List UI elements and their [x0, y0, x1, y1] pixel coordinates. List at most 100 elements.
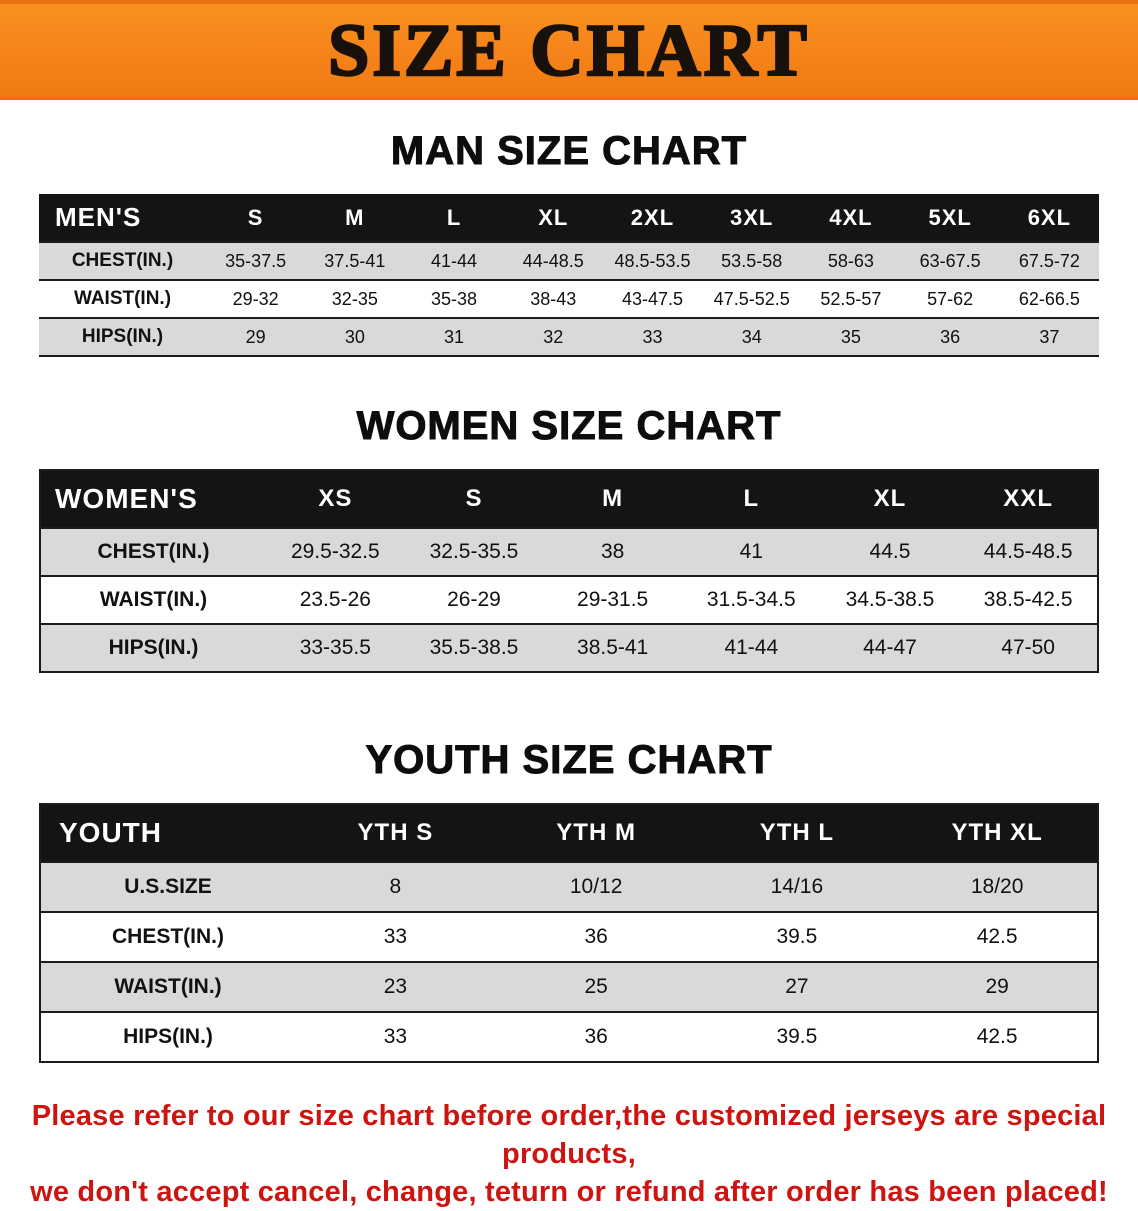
size-column-header: M	[305, 194, 405, 242]
size-value: 44-48.5	[503, 241, 603, 280]
size-value: 8	[295, 861, 496, 912]
size-value: 38.5-42.5	[959, 575, 1098, 624]
table-row: WAIST(IN.) 29-32 32-35 35-38 38-43 43-47.5 47.…	[39, 279, 1099, 318]
size-value: 29	[206, 317, 306, 356]
size-value: 33	[295, 1011, 496, 1062]
size-value: 35-38	[404, 279, 504, 318]
size-value: 35-37.5	[206, 241, 306, 280]
size-column-header: YTH L	[696, 804, 898, 862]
row-label: HIPS(IN.)	[39, 317, 206, 356]
size-chart-title: SIZE CHART	[327, 9, 810, 92]
size-value: 10/12	[495, 861, 697, 912]
disclaimer: Please refer to our size chart before or…	[0, 1097, 1138, 1211]
size-value: 37	[999, 317, 1099, 356]
row-label: CHEST(IN.)	[40, 527, 266, 576]
youth-size-chart-heading: YOUTH SIZE CHART	[365, 738, 773, 783]
size-value: 38	[543, 527, 682, 576]
size-value: 29-31.5	[543, 575, 682, 624]
size-value: 44.5	[820, 527, 960, 576]
size-value: 31	[404, 317, 504, 356]
size-value: 57-62	[900, 279, 1000, 318]
youth-size-table: YOUTH YTH S YTH M YTH L YTH XL U.S.SIZE 8 10/12…	[39, 803, 1099, 1063]
size-value: 35.5-38.5	[404, 623, 544, 672]
size-value: 39.5	[696, 911, 898, 962]
women-size-chart-section: WOMEN SIZE CHART WOMEN'S XS S M L XL XXL CHEST(…	[0, 403, 1138, 673]
table-row: U.S.SIZE 8 10/12 14/16 18/20	[40, 861, 1098, 912]
row-label: WAIST(IN.)	[40, 575, 266, 624]
size-value: 38.5-41	[543, 623, 682, 672]
size-value: 36	[495, 911, 697, 962]
size-value: 43-47.5	[602, 279, 703, 318]
row-label: HIPS(IN.)	[40, 623, 266, 672]
size-column-header: S	[206, 194, 306, 242]
table-corner-label: MEN'S	[39, 194, 206, 242]
size-value: 27	[696, 961, 898, 1012]
size-column-header: YTH M	[495, 804, 697, 862]
disclaimer-line-2: we don't accept cancel, change, teturn o…	[30, 1176, 1108, 1208]
women-size-table: WOMEN'S XS S M L XL XXL CHEST(IN.) 29.5-32.5 32.5…	[39, 469, 1099, 673]
table-row: HIPS(IN.) 33 36 39.5 42.5	[40, 1011, 1098, 1062]
size-value: 29-32	[206, 279, 306, 318]
size-value: 32	[503, 317, 603, 356]
size-column-header: XL	[503, 194, 603, 242]
size-value: 23	[295, 961, 496, 1012]
size-value: 37.5-41	[305, 241, 405, 280]
size-value: 31.5-34.5	[681, 575, 821, 624]
size-value: 26-29	[404, 575, 544, 624]
table-row: WAIST(IN.) 23 25 27 29	[40, 961, 1098, 1012]
size-value: 42.5	[897, 911, 1098, 962]
size-column-header: 3XL	[702, 194, 802, 242]
table-row: WAIST(IN.) 23.5-26 26-29 29-31.5 31.5-34.5 34…	[40, 575, 1098, 624]
size-value: 34	[702, 317, 802, 356]
youth-size-chart-section: YOUTH SIZE CHART YOUTH YTH S YTH M YTH L YTH…	[0, 737, 1138, 1063]
table-corner-label: YOUTH	[40, 804, 295, 862]
size-column-header: XS	[266, 470, 405, 528]
table-row: HIPS(IN.) 33-35.5 35.5-38.5 38.5-41 41-44 44-…	[40, 623, 1098, 672]
size-value: 30	[305, 317, 405, 356]
size-value: 58-63	[801, 241, 901, 280]
size-value: 67.5-72	[999, 241, 1099, 280]
size-value: 38-43	[503, 279, 603, 318]
size-value: 29	[897, 961, 1098, 1012]
size-value: 36	[900, 317, 1000, 356]
size-column-header: M	[543, 470, 682, 528]
size-value: 41-44	[404, 241, 504, 280]
size-chart-banner: SIZE CHART	[0, 0, 1138, 100]
size-value: 36	[495, 1011, 697, 1062]
size-value: 41	[681, 527, 821, 576]
table-header-row: YOUTH YTH S YTH M YTH L YTH XL	[40, 804, 1098, 862]
size-value: 34.5-38.5	[820, 575, 960, 624]
size-column-header: XL	[820, 470, 960, 528]
size-column-header: 6XL	[999, 194, 1099, 242]
size-value: 32-35	[305, 279, 405, 318]
size-value: 48.5-53.5	[602, 241, 703, 280]
size-value: 63-67.5	[900, 241, 1000, 280]
table-header-row: MEN'S S M L XL 2XL 3XL 4XL 5XL 6XL	[39, 194, 1099, 242]
size-value: 39.5	[696, 1011, 898, 1062]
size-value: 53.5-58	[702, 241, 802, 280]
size-column-header: XXL	[959, 470, 1098, 528]
table-row: CHEST(IN.) 35-37.5 37.5-41 41-44 44-48.5 48.5…	[39, 241, 1099, 280]
size-value: 33	[602, 317, 703, 356]
size-value: 41-44	[681, 623, 821, 672]
size-value: 47-50	[959, 623, 1098, 672]
table-row: HIPS(IN.) 29 30 31 32 33 34 35 36 37	[39, 317, 1099, 356]
men-size-chart-heading: MAN SIZE CHART	[390, 129, 748, 174]
size-column-header: S	[404, 470, 544, 528]
size-value: 52.5-57	[801, 279, 901, 318]
size-value: 25	[495, 961, 697, 1012]
size-value: 62-66.5	[999, 279, 1099, 318]
size-column-header: 4XL	[801, 194, 901, 242]
table-row: CHEST(IN.) 29.5-32.5 32.5-35.5 38 41 44.5 44.5…	[40, 527, 1098, 576]
size-column-header: 5XL	[900, 194, 1000, 242]
row-label: HIPS(IN.)	[40, 1011, 295, 1062]
size-column-header: L	[681, 470, 821, 528]
size-value: 47.5-52.5	[702, 279, 802, 318]
size-value: 29.5-32.5	[266, 527, 405, 576]
size-value: 23.5-26	[266, 575, 405, 624]
size-value: 44-47	[820, 623, 960, 672]
table-corner-label: WOMEN'S	[40, 470, 266, 528]
row-label: CHEST(IN.)	[39, 241, 206, 280]
disclaimer-line-1: Please refer to our size chart before or…	[31, 1100, 1107, 1170]
table-header-row: WOMEN'S XS S M L XL XXL	[40, 470, 1098, 528]
